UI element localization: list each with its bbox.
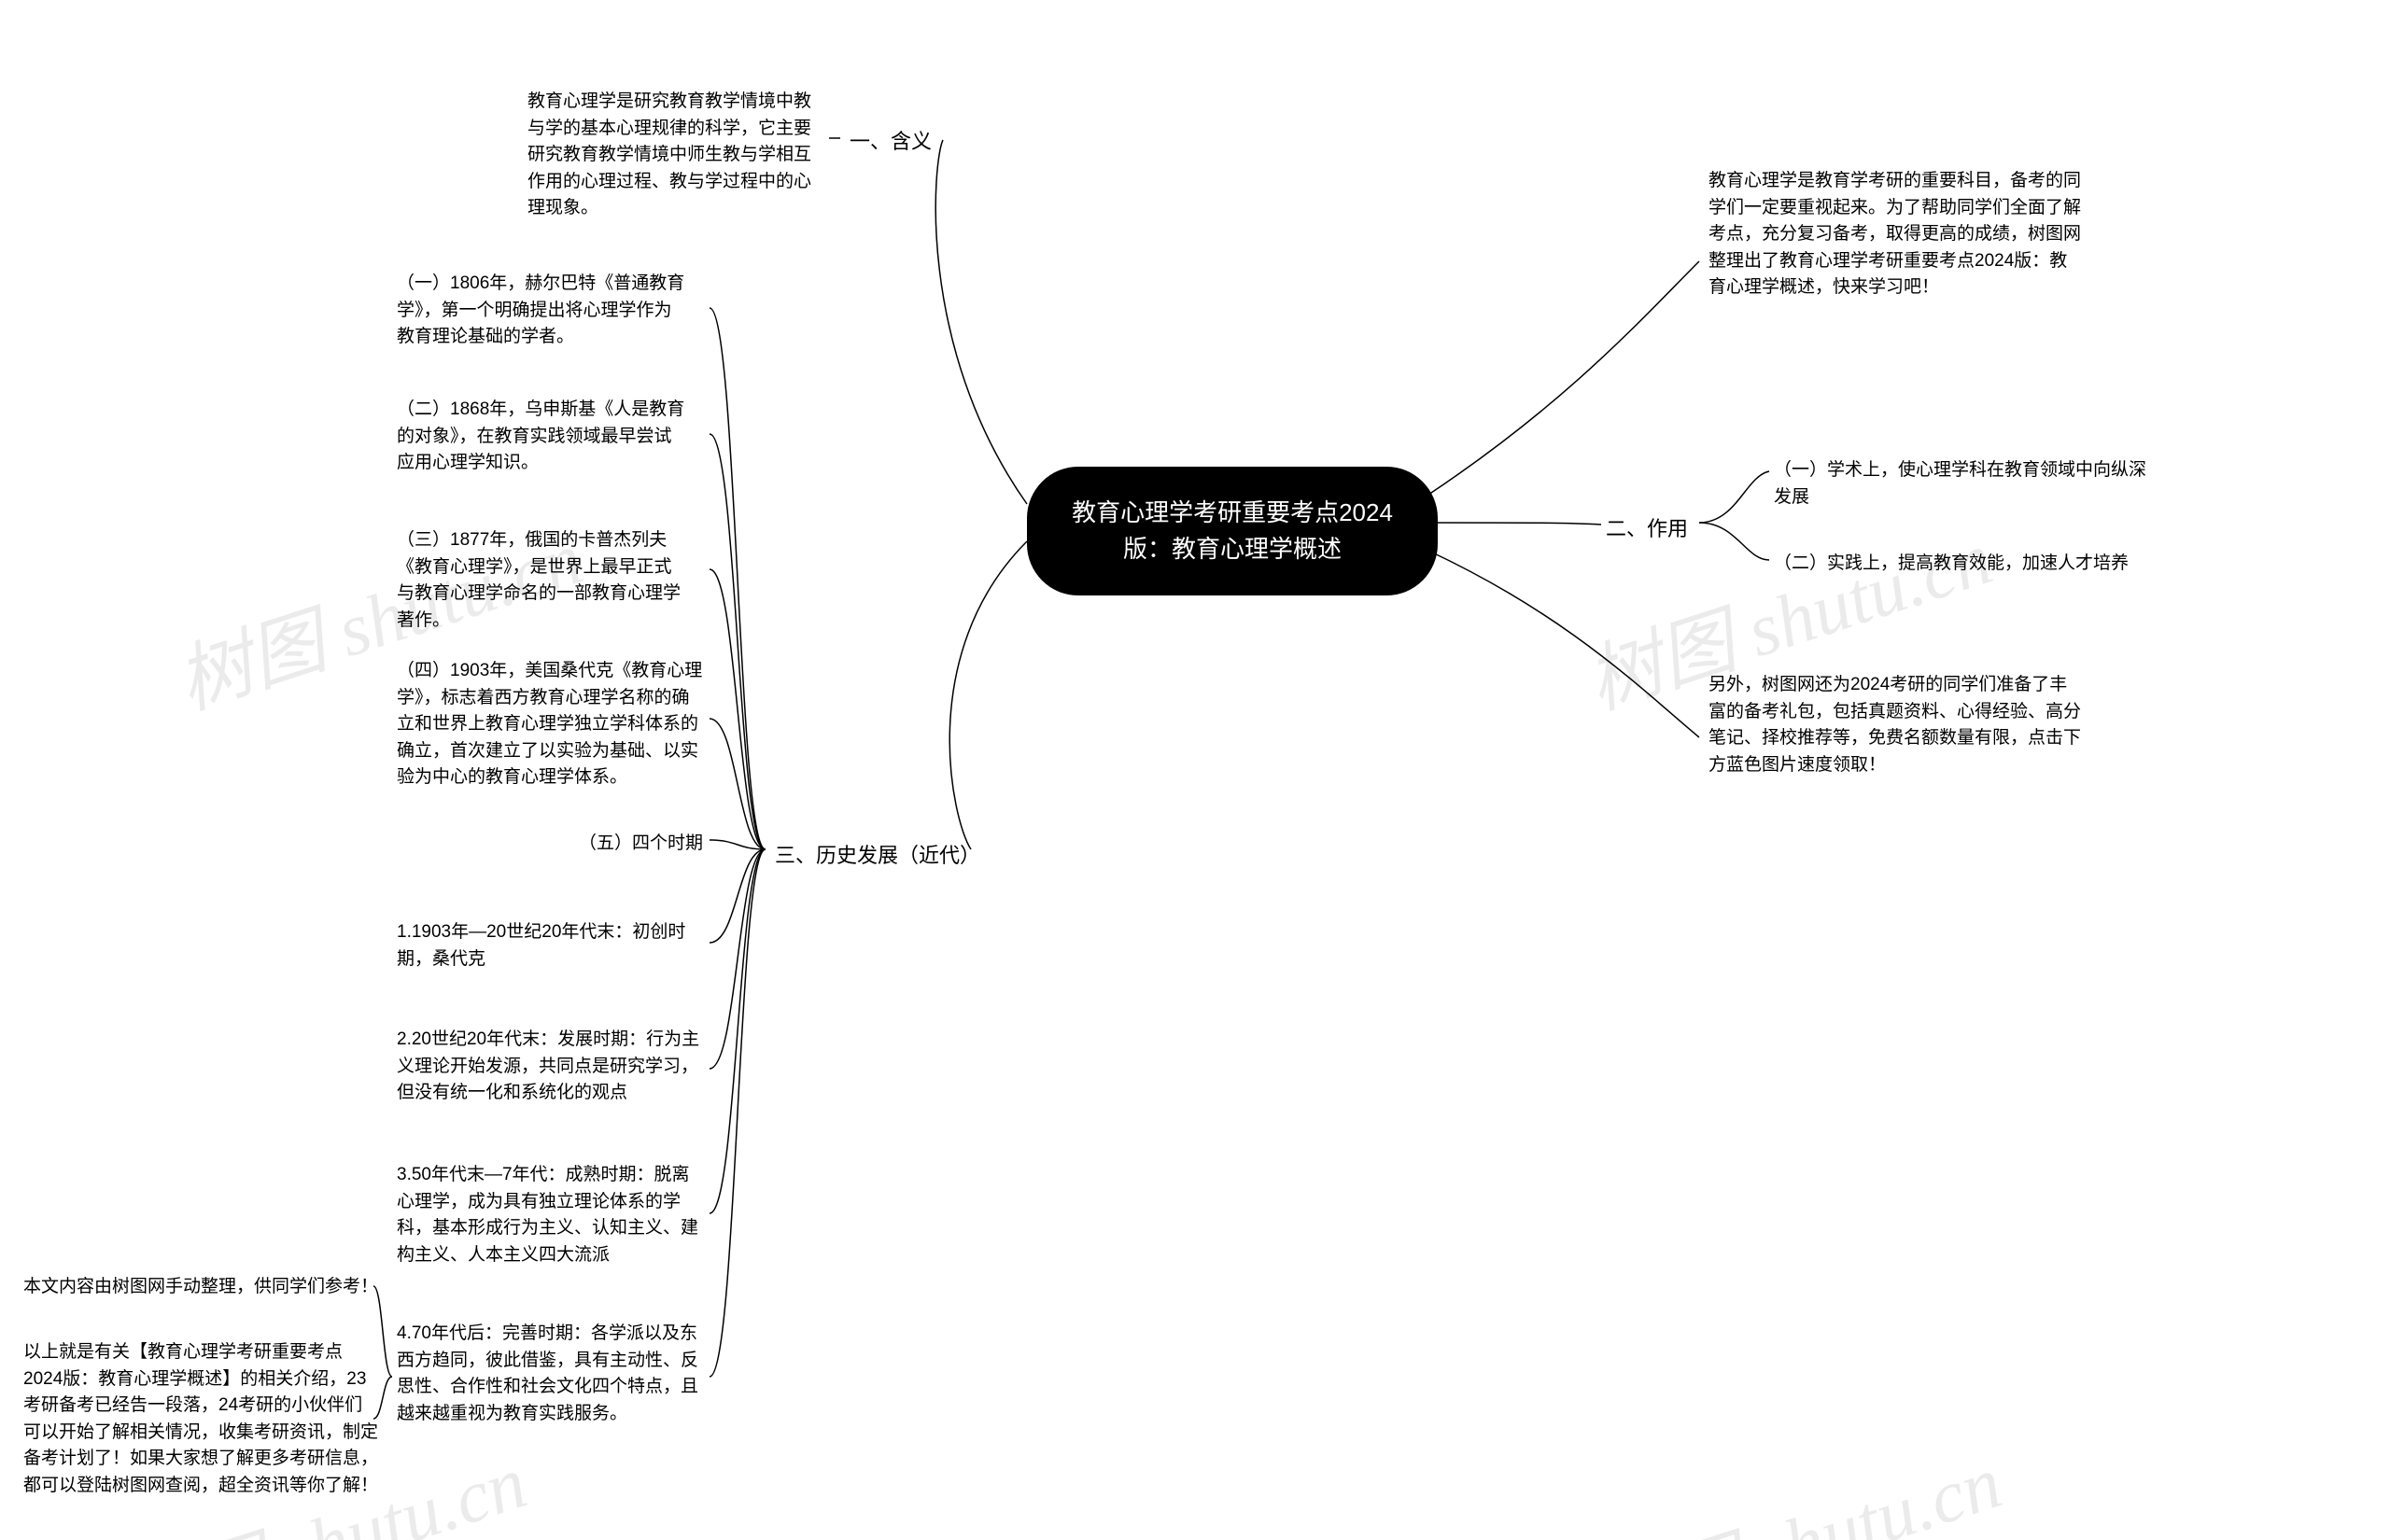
leaf-history-7: 2.20世纪20年代末：发展时期：行为主义理论开始发源，共同点是研究学习，但没有…	[397, 1027, 705, 1107]
leaf-history-9: 4.70年代后：完善时期：各学派以及东西方趋同，彼此借鉴，具有主动性、反思性、合…	[397, 1321, 705, 1427]
leaf-note: 另外，树图网还为2024考研的同学们准备了丰富的备考礼包，包括真题资料、心得经验…	[1708, 672, 2082, 778]
watermark: 树图 shutu.cn	[1581, 1421, 2013, 1540]
leaf-meaning-text: 教育心理学是研究教育教学情境中教与学的基本心理规律的科学，它主要研究教育教学情境…	[527, 89, 817, 222]
leaf-effect-2: （二）实践上，提高教育效能，加速人才培养	[1774, 551, 2157, 578]
branch-history: 三、历史发展（近代）	[775, 840, 980, 871]
leaf-effect-1: （一）学术上，使心理学科在教育领域中向纵深发展	[1774, 457, 2157, 511]
branch-effect: 二、作用	[1606, 513, 1688, 544]
leaf-history-2: （二）1868年，乌申斯基《人是教育的对象》，在教育实践领域最早尝试应用心理学知…	[397, 397, 686, 477]
branch-meaning: 一、含义	[850, 126, 932, 157]
leaf-footnote-2: 以上就是有关【教育心理学考研重要考点2024版：教育心理学概述】的相关介绍，23…	[23, 1339, 378, 1499]
leaf-footnote-1: 本文内容由树图网手动整理，供同学们参考！	[23, 1274, 378, 1301]
leaf-intro: 教育心理学是教育学考研的重要科目，备考的同学们一定要重视起来。为了帮助同学们全面…	[1708, 168, 2082, 301]
center-topic: 教育心理学考研重要考点2024版：教育心理学概述	[1027, 467, 1438, 595]
leaf-history-6: 1.1903年—20世纪20年代末：初创时期，桑代克	[397, 919, 705, 973]
leaf-history-4: （四）1903年，美国桑代克《教育心理学》，标志着西方教育心理学名称的确立和世界…	[397, 658, 705, 791]
leaf-history-5: （五）四个时期	[579, 831, 766, 858]
leaf-history-1: （一）1806年，赫尔巴特《普通教育学》，第一个明确提出将心理学作为教育理论基础…	[397, 271, 686, 351]
leaf-history-8: 3.50年代末—7年代：成熟时期：脱离心理学，成为具有独立理论体系的学科，基本形…	[397, 1162, 705, 1268]
leaf-history-3: （三）1877年，俄国的卡普杰列夫《教育心理学》，是世界上最早正式与教育心理学命…	[397, 527, 686, 634]
